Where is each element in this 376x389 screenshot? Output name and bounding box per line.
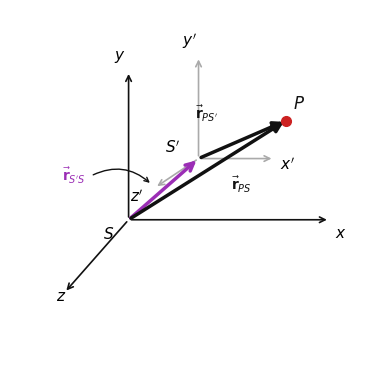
Text: $\vec{\mathbf{r}}_{PS}$: $\vec{\mathbf{r}}_{PS}$: [230, 175, 251, 195]
Text: $S$: $S$: [103, 226, 114, 242]
Text: $z$: $z$: [56, 289, 66, 304]
Text: $P$: $P$: [293, 95, 305, 114]
Text: $y'$: $y'$: [182, 31, 197, 51]
Text: $z'$: $z'$: [130, 188, 143, 205]
Text: $x'$: $x'$: [280, 156, 295, 173]
Text: $\vec{\mathbf{r}}_{PS'}$: $\vec{\mathbf{r}}_{PS'}$: [196, 103, 219, 124]
Text: $x$: $x$: [335, 226, 347, 240]
Text: $\vec{\mathbf{r}}_{S'S}$: $\vec{\mathbf{r}}_{S'S}$: [62, 166, 85, 186]
Text: $y$: $y$: [114, 49, 126, 65]
Text: $S'$: $S'$: [165, 139, 181, 156]
